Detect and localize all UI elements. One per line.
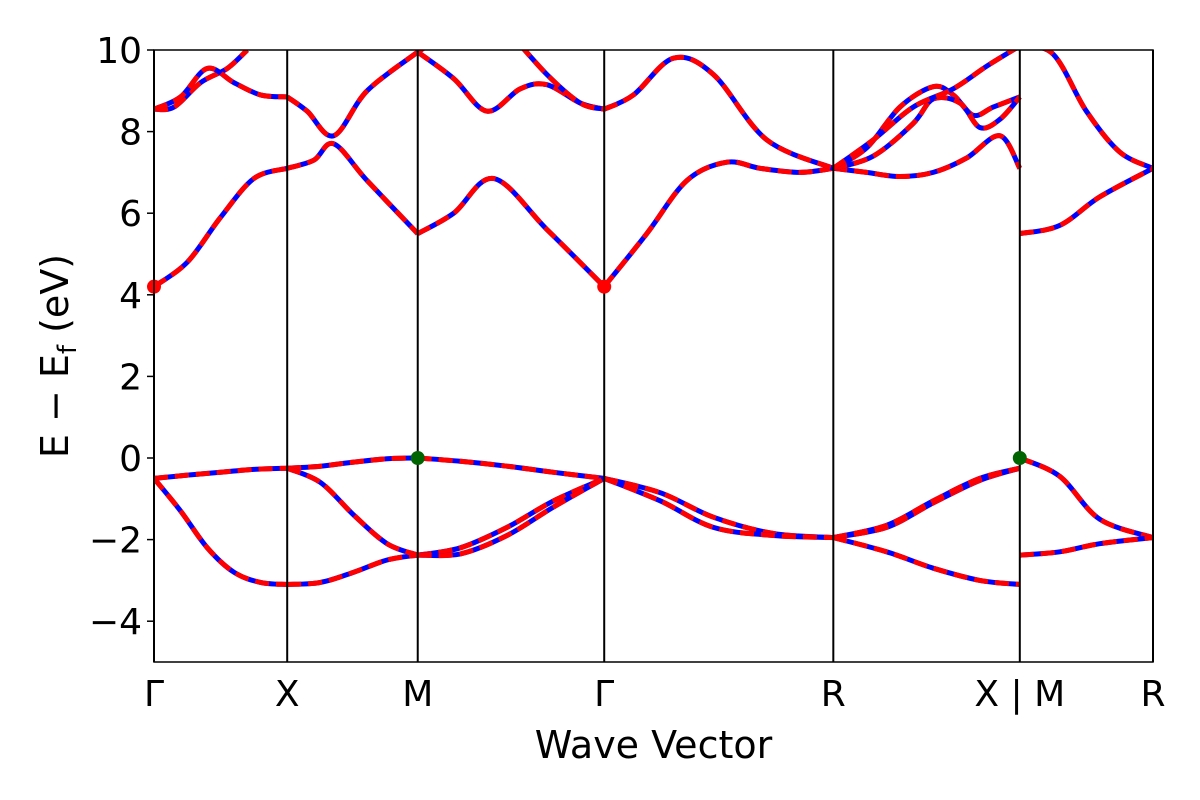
band-32-spin-up [1040,50,1153,171]
band-19-spin-down [602,159,834,289]
y-tick-label-4: 2 [119,357,142,398]
band-13-spin-up [832,535,1021,587]
band-14-spin-up [1018,455,1153,540]
vbm-marker-4 [1012,451,1027,465]
y-axis-ticks: −4 −2 0 2 4 6 8 10 [89,31,154,643]
band-15-spin-down [1019,535,1153,558]
band-14-spin-down [1018,455,1153,540]
cbm-marker-2 [597,279,612,294]
band-24-spin-up [285,50,420,139]
y-tick-label-2: −2 [89,521,142,562]
band-18-spin-up [416,175,606,289]
y-tick-label-3: 0 [119,439,142,480]
y-tick-label-8: 10 [96,31,142,72]
band-16-spin-down [154,165,288,289]
band-27-spin-up [521,50,605,112]
plot-frame [153,49,1154,663]
x-tick-label-7: R [1140,674,1165,715]
band-30-spin-down [832,95,1022,171]
band-24-spin-down [285,50,420,139]
band-26-spin-down [416,50,426,55]
band-5-spin-up [286,465,419,558]
band-7-spin-down [417,476,606,558]
band-6-spin-down [417,455,605,481]
band-4-spin-down [287,552,419,587]
band-5-spin-down [286,465,419,558]
band-32-spin-down [1040,50,1153,171]
band-17-spin-down [286,140,420,236]
y-tick-label-5: 4 [119,276,142,317]
y-axis-title: E − Ef (eV) [33,254,83,458]
band-23-spin-down [154,65,288,112]
x-tick-label-5: R [821,674,846,715]
x-tick-label-1: Γ [144,674,164,715]
band-20-spin-down [832,133,1023,180]
x-axis-ticks: Γ X M Γ R X | M R [144,674,1166,715]
y-axis-title-main: E − E [33,354,77,458]
band-8-spin-down [417,476,606,559]
band-18-spin-down [416,175,606,289]
y-tick-label-7: 8 [119,113,142,154]
band-31-spin-down [831,50,1018,171]
band-28-spin-up [603,54,835,171]
bands-layer [154,50,1153,587]
x-tick-label-4: Γ [594,674,614,715]
high-symmetry-lines [153,50,1154,662]
band-19-spin-up [602,159,834,289]
extrema-markers [147,279,1027,465]
band-10-spin-down [603,476,834,541]
band-21-spin-down [1019,166,1153,237]
y-tick-label-6: 6 [119,194,142,235]
x-axis-title: Wave Vector [535,723,773,767]
band-22-spin-down [154,50,249,113]
vbm-marker-3 [410,451,425,465]
band-3-spin-down [287,455,418,471]
x-tick-label-2: X [275,674,300,715]
x-tick-label-3: M [402,674,433,715]
band-13-spin-down [832,535,1021,587]
y-axis-title-subscript: f [53,344,83,354]
x-tick-label-6: X | M [974,674,1065,715]
band-26-spin-up [416,50,426,55]
y-axis-title-tail: (eV) [33,254,77,345]
band-28-spin-down [603,54,835,171]
band-27-spin-down [521,50,605,112]
band-16-spin-up [154,165,288,289]
y-tick-label-1: −4 [89,602,142,643]
band-2-spin-up [154,476,288,587]
band-17-spin-up [286,140,420,236]
band-2-spin-down [154,476,288,587]
band-12-spin-down [832,465,1021,541]
band-1-spin-down [154,465,288,481]
